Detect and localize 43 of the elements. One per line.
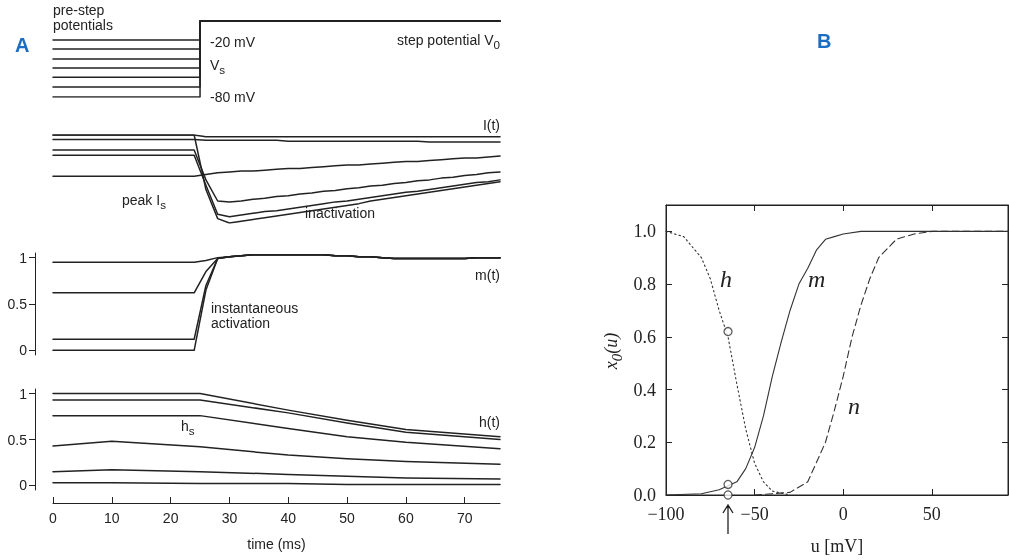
y-tick-label: 0.5 xyxy=(7,296,28,312)
x-tick-label: 30 xyxy=(221,510,238,526)
x-tick-label: 50 xyxy=(339,510,356,526)
annotation: m xyxy=(808,266,826,293)
x-axis-title: time (ms) xyxy=(247,536,306,552)
x-tick-label: 40 xyxy=(280,510,297,526)
y-tick-label: 1 xyxy=(19,385,28,402)
y-tick-label: 0.6 xyxy=(633,326,656,347)
y-tick-label: 0.5 xyxy=(7,431,28,448)
x-tick-label: 0 xyxy=(49,510,58,526)
x-tick-label: −50 xyxy=(740,504,769,524)
x-tick-label: −100 xyxy=(647,504,685,524)
annotation: step potential V$_{0}$ xyxy=(397,31,500,52)
annotation: h xyxy=(720,266,732,293)
annotation: pre-step potentials xyxy=(53,2,114,33)
annotation: n xyxy=(848,393,860,420)
text: A xyxy=(15,34,30,56)
x-axis-title: u [mV] xyxy=(810,536,864,556)
annotation: peak I$_{s}$ xyxy=(122,191,166,212)
annotation: V$_{s}$ xyxy=(210,56,226,77)
annotation: m(t) xyxy=(475,266,500,283)
x-tick-label: 50 xyxy=(922,504,941,524)
annotation: h$_{s}$ xyxy=(181,417,195,438)
x-tick-label: 20 xyxy=(162,510,179,526)
y-tick-label: 0.8 xyxy=(633,274,656,295)
chart-title: B xyxy=(817,30,832,52)
annotation: h(t) xyxy=(479,413,500,430)
annotation: -80 mV xyxy=(210,88,256,105)
annotation: inactivation xyxy=(305,204,376,221)
y-tick-label: 0.4 xyxy=(633,379,656,400)
y-tick-label: 1 xyxy=(19,249,28,266)
annotation: -20 mV xyxy=(210,33,256,50)
annotation: instantaneous activation xyxy=(211,300,300,331)
x-tick-label: 10 xyxy=(104,510,120,526)
x-tick-label: 0 xyxy=(838,504,848,524)
y-tick-label: 0 xyxy=(19,477,28,494)
x-tick-label: 60 xyxy=(398,510,414,526)
y-tick-label: 0.0 xyxy=(633,485,656,505)
y-tick-label: 0.2 xyxy=(633,432,656,453)
y-tick-label: 0 xyxy=(19,342,28,359)
y-tick-label: 1.0 xyxy=(633,221,656,242)
text: I(t) xyxy=(482,116,500,133)
x-tick-label: 70 xyxy=(456,510,473,526)
